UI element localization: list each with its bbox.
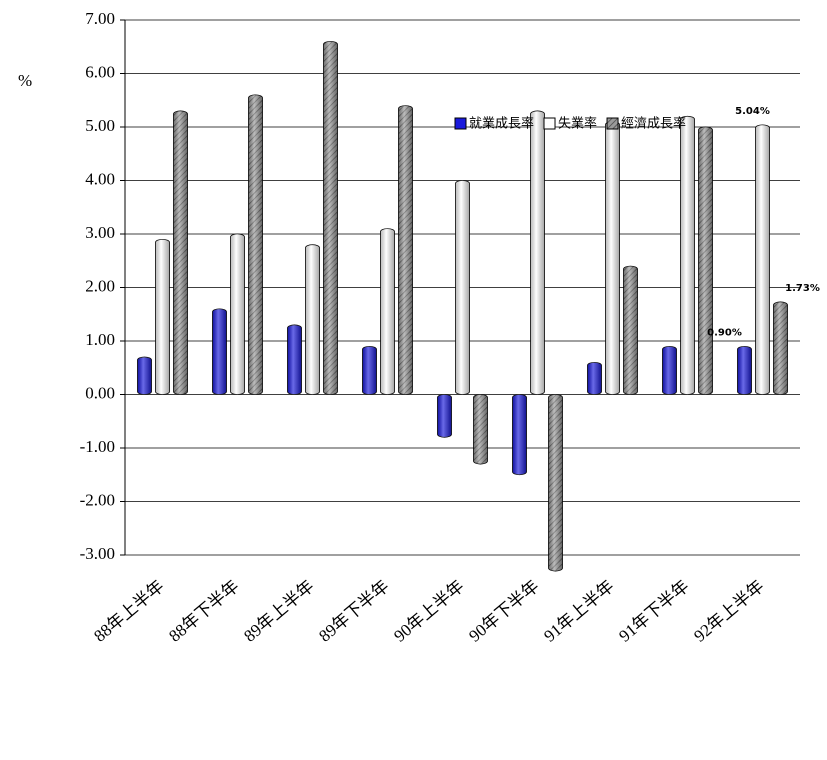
- bar-shade: [305, 244, 320, 395]
- x-tick-label: 89年上半年: [240, 577, 317, 646]
- bar-shade: [530, 110, 545, 395]
- bar-shade: [212, 308, 227, 395]
- legend-label: 就業成長率: [469, 116, 534, 132]
- x-tick-label: 90年下半年: [465, 577, 542, 646]
- bar-shade: [230, 234, 245, 395]
- bar-shade: [287, 324, 302, 395]
- x-tick-label: 88年上半年: [90, 577, 167, 646]
- legend-swatch: [454, 117, 467, 130]
- y-tick-label: 5.00: [85, 116, 115, 135]
- bar-shade: [755, 124, 770, 395]
- bar-shade: [155, 239, 170, 395]
- bar-shade: [173, 110, 188, 395]
- legend-swatch: [606, 117, 619, 130]
- value-label: 5.04%: [735, 106, 770, 117]
- x-tick-label: 91年上半年: [540, 577, 617, 646]
- bar-shade: [455, 180, 470, 395]
- bar-shade: [437, 394, 452, 438]
- x-tick-label: 90年上半年: [390, 577, 467, 646]
- bar-shade: [662, 346, 677, 395]
- x-tick-label: 88年下半年: [165, 577, 242, 646]
- y-tick-label: 6.00: [85, 62, 115, 81]
- bar-shade: [587, 362, 602, 395]
- x-tick-label: 89年下半年: [315, 577, 392, 646]
- y-tick-label: -3.00: [80, 544, 115, 563]
- bar-shade: [680, 116, 695, 395]
- bar-shade: [248, 94, 263, 395]
- bar-shade: [698, 127, 713, 395]
- legend-label: 經濟成長率: [621, 116, 686, 132]
- bar-shade: [362, 346, 377, 395]
- y-tick-label: 4.00: [85, 169, 115, 188]
- bar-shade: [323, 41, 338, 395]
- value-label: 1.73%: [785, 283, 820, 294]
- y-tick-label: 1.00: [85, 330, 115, 349]
- y-tick-label: 3.00: [85, 223, 115, 242]
- bar-shade: [773, 301, 788, 395]
- x-tick-label: 92年上半年: [690, 577, 767, 646]
- y-tick-label: -1.00: [80, 437, 115, 456]
- bar-shade: [548, 394, 563, 572]
- bar-shade: [380, 228, 395, 395]
- y-tick-label: 0.00: [85, 383, 115, 402]
- bar-shade: [512, 394, 527, 475]
- bar-shade: [605, 121, 620, 395]
- y-tick-label: -2.00: [80, 490, 115, 509]
- y-tick-label: 2.00: [85, 276, 115, 295]
- x-tick-label: 91年下半年: [615, 577, 692, 646]
- bar-shade: [473, 394, 488, 465]
- bar-shade: [737, 346, 752, 395]
- value-label: 0.90%: [707, 327, 742, 338]
- y-axis-label: %: [18, 71, 32, 90]
- y-tick-label: 7.00: [85, 9, 115, 28]
- bar-shade: [623, 266, 638, 395]
- legend-swatch: [543, 117, 556, 130]
- bar-shade: [137, 357, 152, 395]
- bar-shade: [398, 105, 413, 395]
- legend-label: 失業率: [558, 116, 597, 132]
